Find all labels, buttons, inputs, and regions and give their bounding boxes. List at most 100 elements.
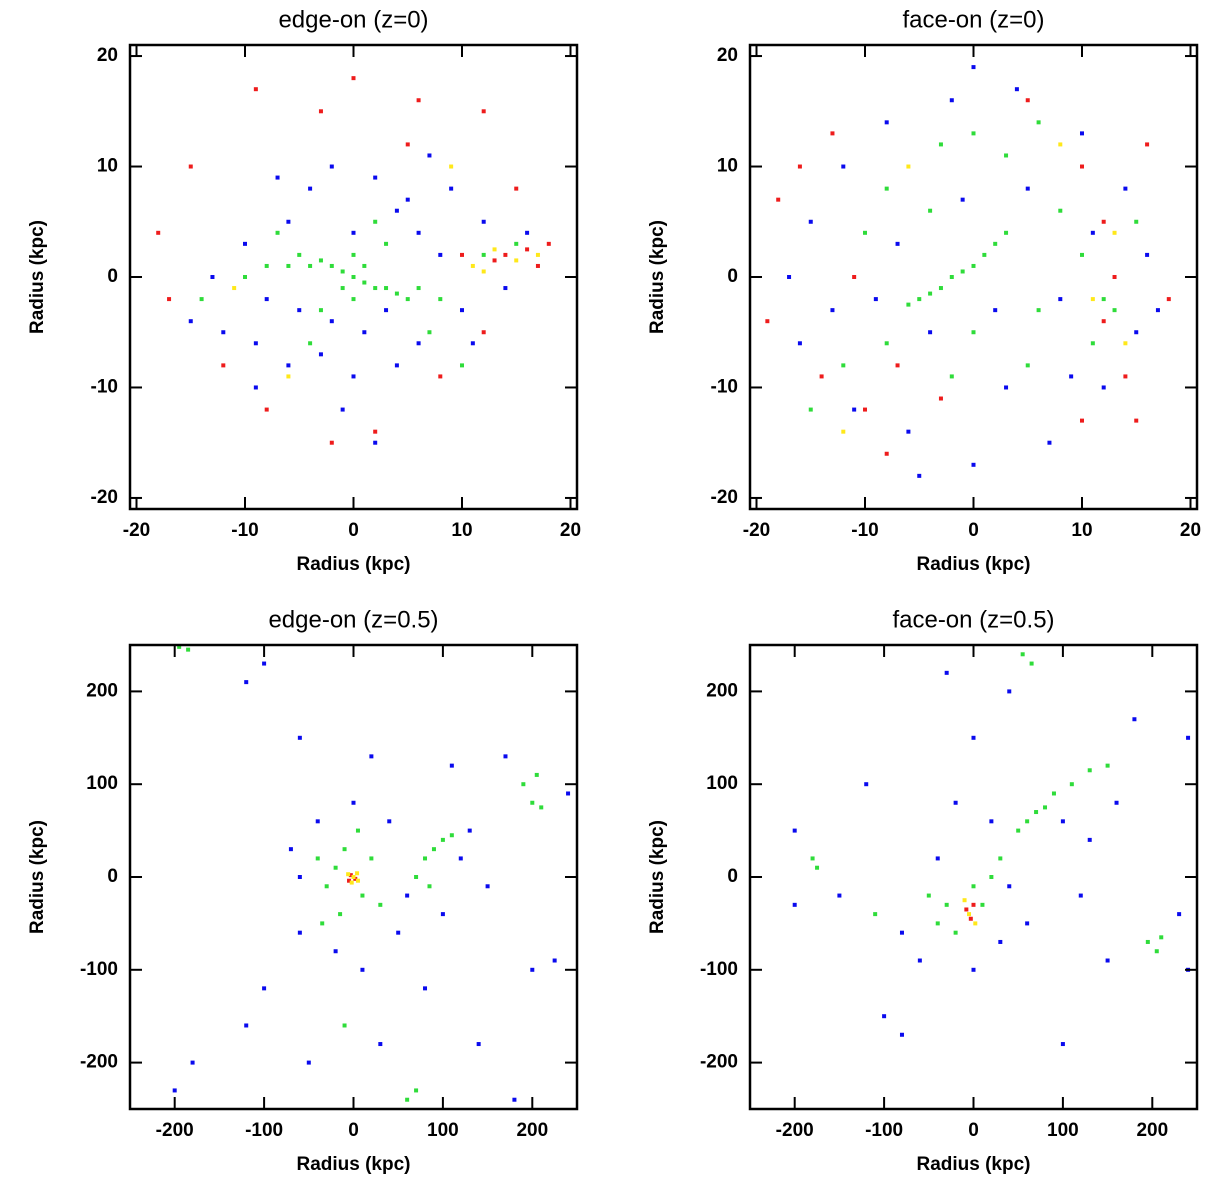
point <box>405 297 410 302</box>
point <box>971 735 976 740</box>
point <box>971 65 976 70</box>
y-tick-label: 100 <box>706 773 738 794</box>
point <box>906 429 911 434</box>
point <box>481 269 486 274</box>
point <box>1177 912 1182 917</box>
point <box>318 352 323 357</box>
point <box>338 912 343 917</box>
point <box>1004 385 1009 390</box>
point <box>882 1014 887 1019</box>
point <box>873 297 878 302</box>
point <box>264 407 269 412</box>
point <box>315 856 320 861</box>
point <box>1105 958 1110 963</box>
point <box>384 241 389 246</box>
point <box>938 286 943 291</box>
point <box>884 451 889 456</box>
point <box>971 462 976 467</box>
point <box>243 275 248 279</box>
point <box>355 878 360 883</box>
y-tick-label: 10 <box>97 156 118 177</box>
point <box>286 374 291 379</box>
point <box>1047 440 1052 445</box>
y-tick-label: 0 <box>107 266 118 287</box>
point <box>1020 652 1025 657</box>
point <box>492 247 497 252</box>
point <box>953 930 958 935</box>
point <box>481 252 486 257</box>
point <box>1036 308 1041 313</box>
point <box>394 208 399 213</box>
point <box>1087 768 1092 773</box>
point <box>232 286 237 291</box>
point <box>416 230 421 235</box>
point <box>362 263 367 268</box>
panel-title: face-on (z=0.5) <box>892 606 1054 633</box>
point <box>1079 252 1084 257</box>
panel: edge-on (z=0.5)Radius (kpc)Radius (kpc)-… <box>27 606 579 1175</box>
point <box>369 856 374 861</box>
point <box>899 1032 904 1037</box>
point <box>1060 819 1065 824</box>
panel: face-on (z=0.5)Radius (kpc)Radius (kpc)-… <box>647 606 1199 1175</box>
point <box>405 893 410 898</box>
point <box>449 763 454 768</box>
point <box>405 1097 410 1102</box>
point <box>792 828 797 833</box>
point <box>964 907 969 912</box>
point <box>830 308 835 313</box>
plot-frame <box>128 643 579 1111</box>
panel: face-on (z=0) Radius (kpc) Radius (kpc) -20… <box>647 6 1201 575</box>
point <box>297 308 302 313</box>
point <box>199 297 204 302</box>
point <box>297 875 302 879</box>
point <box>262 661 267 666</box>
point <box>172 1088 177 1093</box>
point <box>1069 374 1074 379</box>
point <box>841 363 846 368</box>
point <box>1007 689 1012 694</box>
point <box>944 670 949 675</box>
y-tick-label: 100 <box>86 773 118 794</box>
point <box>503 754 508 759</box>
point <box>384 286 389 291</box>
point <box>1112 308 1117 313</box>
point <box>362 330 367 335</box>
point <box>414 1088 419 1093</box>
y-axis-label: Radius (kpc) <box>647 820 668 934</box>
x-tick-label: -20 <box>123 520 150 541</box>
point <box>351 252 356 257</box>
point <box>989 875 994 879</box>
point <box>340 407 345 412</box>
point <box>949 98 954 103</box>
point <box>373 286 378 291</box>
point <box>1058 142 1063 147</box>
point <box>1105 763 1110 768</box>
point <box>1078 893 1083 898</box>
point <box>348 873 353 878</box>
point <box>347 878 352 883</box>
point <box>1025 819 1030 824</box>
point <box>535 252 540 257</box>
point <box>351 230 356 235</box>
point <box>1079 131 1084 136</box>
point <box>864 782 869 787</box>
point <box>530 800 535 805</box>
point <box>1014 87 1019 92</box>
point <box>1029 661 1034 666</box>
point <box>1123 186 1128 191</box>
y-tick-label: 20 <box>97 45 118 66</box>
point <box>503 252 508 257</box>
point <box>1154 949 1159 954</box>
point <box>792 902 797 907</box>
point <box>1132 717 1137 722</box>
point <box>944 902 949 907</box>
point <box>481 219 486 224</box>
point <box>264 263 269 268</box>
point <box>1145 939 1150 944</box>
point <box>329 164 334 169</box>
x-tick-label: -100 <box>245 1120 283 1141</box>
point <box>315 819 320 824</box>
point <box>819 374 824 379</box>
point <box>1145 252 1150 257</box>
